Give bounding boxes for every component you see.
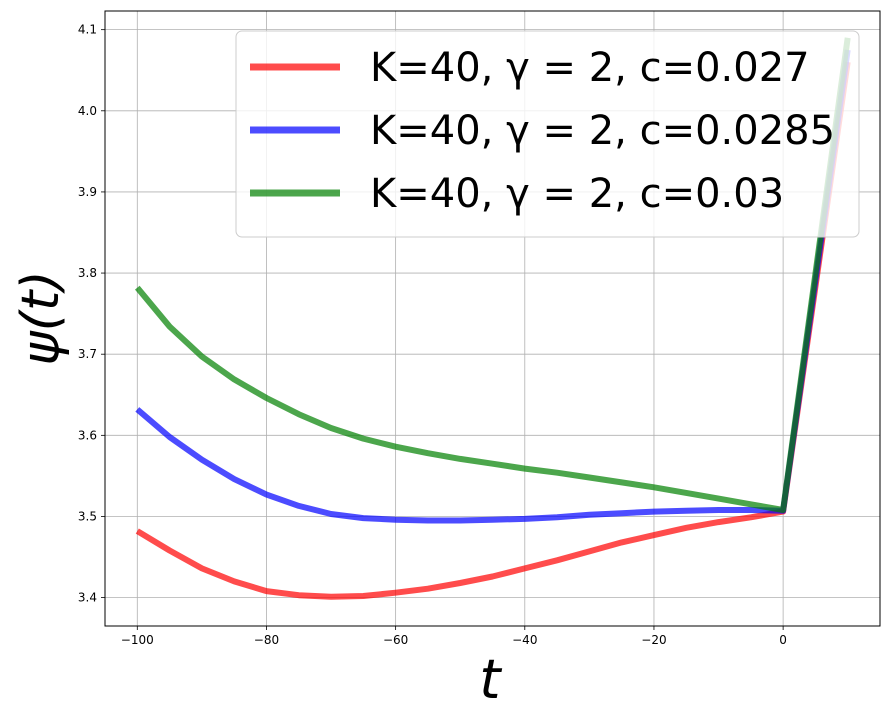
y-tick-label: 3.8 xyxy=(78,266,97,280)
series-line-1 xyxy=(135,61,851,600)
y-tick-label: 3.9 xyxy=(78,185,97,199)
plot-frame xyxy=(104,10,881,627)
y-tick-label: 3.6 xyxy=(78,428,97,442)
legend-box xyxy=(235,30,860,238)
y-tick-label: 3.7 xyxy=(78,347,97,361)
legend-label: K=40, γ = 2, c=0.03 xyxy=(370,171,784,217)
x-tick-label: −80 xyxy=(254,633,279,647)
y-axis-label: ψ(t) xyxy=(11,270,71,365)
y-axis-ticks: 3.4 3.5 3.6 3.7 3.8 3.9 4.0 4.1 xyxy=(78,23,105,605)
y-tick-label: 3.5 xyxy=(78,509,97,523)
series-line-2 xyxy=(135,49,851,524)
x-tick-label: −20 xyxy=(641,633,666,647)
data-lines xyxy=(134,37,851,600)
y-tick-label: 4.1 xyxy=(78,23,97,37)
x-tick-label: −60 xyxy=(383,633,408,647)
y-tick-label: 3.4 xyxy=(78,591,97,605)
x-tick-label: 0 xyxy=(779,633,787,647)
series-line-3 xyxy=(134,37,851,513)
x-axis-ticks: −100 −80 −60 −40 −20 0 xyxy=(121,626,787,647)
legend-label: K=40, γ = 2, c=0.027 xyxy=(370,45,810,91)
legend-label: K=40, γ = 2, c=0.0285 xyxy=(370,108,835,154)
x-tick-label: −100 xyxy=(121,633,154,647)
legend: K=40, γ = 2, c=0.027 K=40, γ = 2, c=0.028… xyxy=(235,30,860,238)
x-axis-label: t xyxy=(479,648,502,711)
x-tick-label: −40 xyxy=(512,633,537,647)
y-tick-label: 4.0 xyxy=(78,104,97,118)
